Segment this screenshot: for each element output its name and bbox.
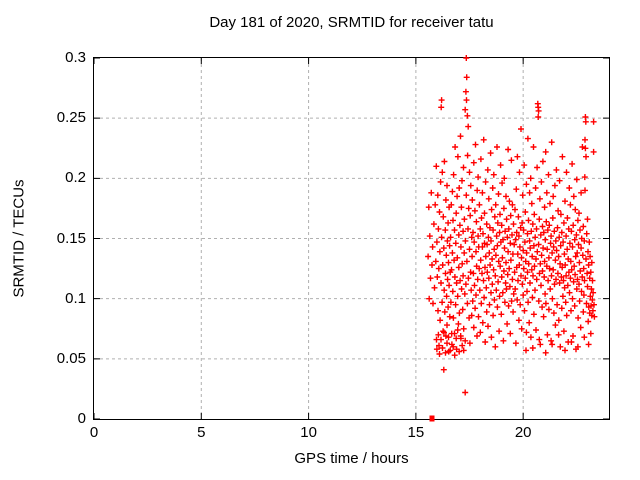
- x-tick-label: 5: [197, 424, 206, 441]
- scatter-plot-canvas: [93, 55, 609, 422]
- zero-value-marker: [429, 415, 435, 422]
- grid-lines: [94, 58, 609, 419]
- y-tick-label: 0: [77, 410, 86, 427]
- y-tick-label: 0.05: [56, 349, 86, 367]
- x-tick-label: 20: [514, 424, 532, 441]
- y-tick-label: 0.3: [65, 49, 86, 66]
- y-tick-label: 0.2: [65, 169, 86, 187]
- y-tick-label: 0.1: [65, 289, 86, 307]
- chart-title: Day 181 of 2020, SRMTID for receiver tat…: [209, 14, 494, 31]
- x-tick-label: 0: [89, 424, 99, 441]
- x-tick-label: 15: [407, 424, 425, 441]
- y-tick-label: 0.15: [56, 229, 86, 247]
- x-axis-label: GPS time / hours: [294, 450, 409, 467]
- scatter-points: [425, 55, 598, 396]
- x-tick-label: 10: [300, 424, 317, 441]
- y-tick-label: 0.25: [56, 109, 86, 127]
- axis-tick-marks: [93, 57, 609, 420]
- plot-area: [93, 55, 610, 422]
